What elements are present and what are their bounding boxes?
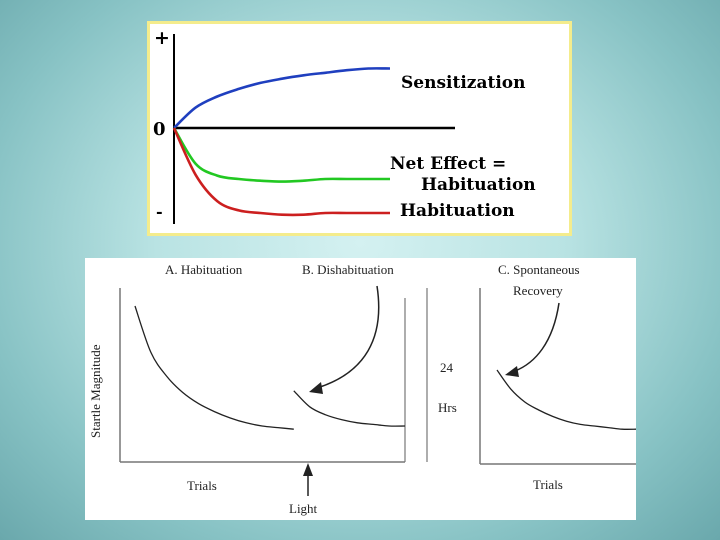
dishabituation-chart: A. Habituation B. Dishabituation C. Spon… bbox=[85, 258, 636, 520]
habituation-label: Habituation bbox=[400, 201, 515, 221]
right-x-axis-label: Trials bbox=[533, 477, 563, 492]
dishabituation-pointer-arrowhead bbox=[309, 382, 323, 394]
panel-b-title: B. Dishabituation bbox=[302, 262, 394, 277]
habituation-line bbox=[172, 127, 390, 217]
net-effect-label-line2: Habituation bbox=[421, 175, 536, 195]
spontaneous-recovery-curve bbox=[496, 369, 636, 430]
panel-c-title-line2: Recovery bbox=[513, 283, 563, 298]
gap-duration-number: 24 bbox=[440, 360, 454, 375]
sensitization-habituation-chart: + 0 - Sensitization Net Effect = Habitua… bbox=[147, 21, 572, 236]
light-stimulus-arrowhead bbox=[303, 463, 313, 476]
y-axis-label: Startle Magnitude bbox=[88, 344, 103, 438]
top-chart-svg: + 0 - Sensitization Net Effect = Habitua… bbox=[153, 27, 536, 224]
panel-a-title: A. Habituation bbox=[165, 262, 243, 277]
light-stimulus-label: Light bbox=[289, 501, 318, 516]
sensitization-line bbox=[173, 67, 391, 129]
net-effect-line bbox=[172, 127, 390, 183]
dishabituation-pointer-arrow bbox=[316, 285, 380, 389]
dishabituation-curve bbox=[293, 390, 406, 427]
top-y-minus-label: - bbox=[156, 202, 163, 221]
bottom-series-group bbox=[134, 305, 636, 430]
panel-c-title-line1: C. Spontaneous bbox=[498, 262, 580, 277]
net-effect-label-line1: Net Effect = bbox=[390, 154, 506, 174]
sensitization-label: Sensitization bbox=[401, 73, 525, 93]
gap-duration-unit: Hrs bbox=[438, 400, 457, 415]
recovery-pointer-arrowhead bbox=[505, 366, 519, 377]
bottom-chart-svg: A. Habituation B. Dishabituation C. Spon… bbox=[88, 262, 636, 516]
top-y-plus-label: + bbox=[154, 27, 170, 49]
recovery-pointer-arrow bbox=[514, 302, 560, 372]
habituation-curve bbox=[134, 305, 294, 430]
top-y-zero-label: 0 bbox=[153, 119, 166, 140]
left-x-axis-label: Trials bbox=[187, 478, 217, 493]
top-series-group bbox=[172, 67, 391, 217]
